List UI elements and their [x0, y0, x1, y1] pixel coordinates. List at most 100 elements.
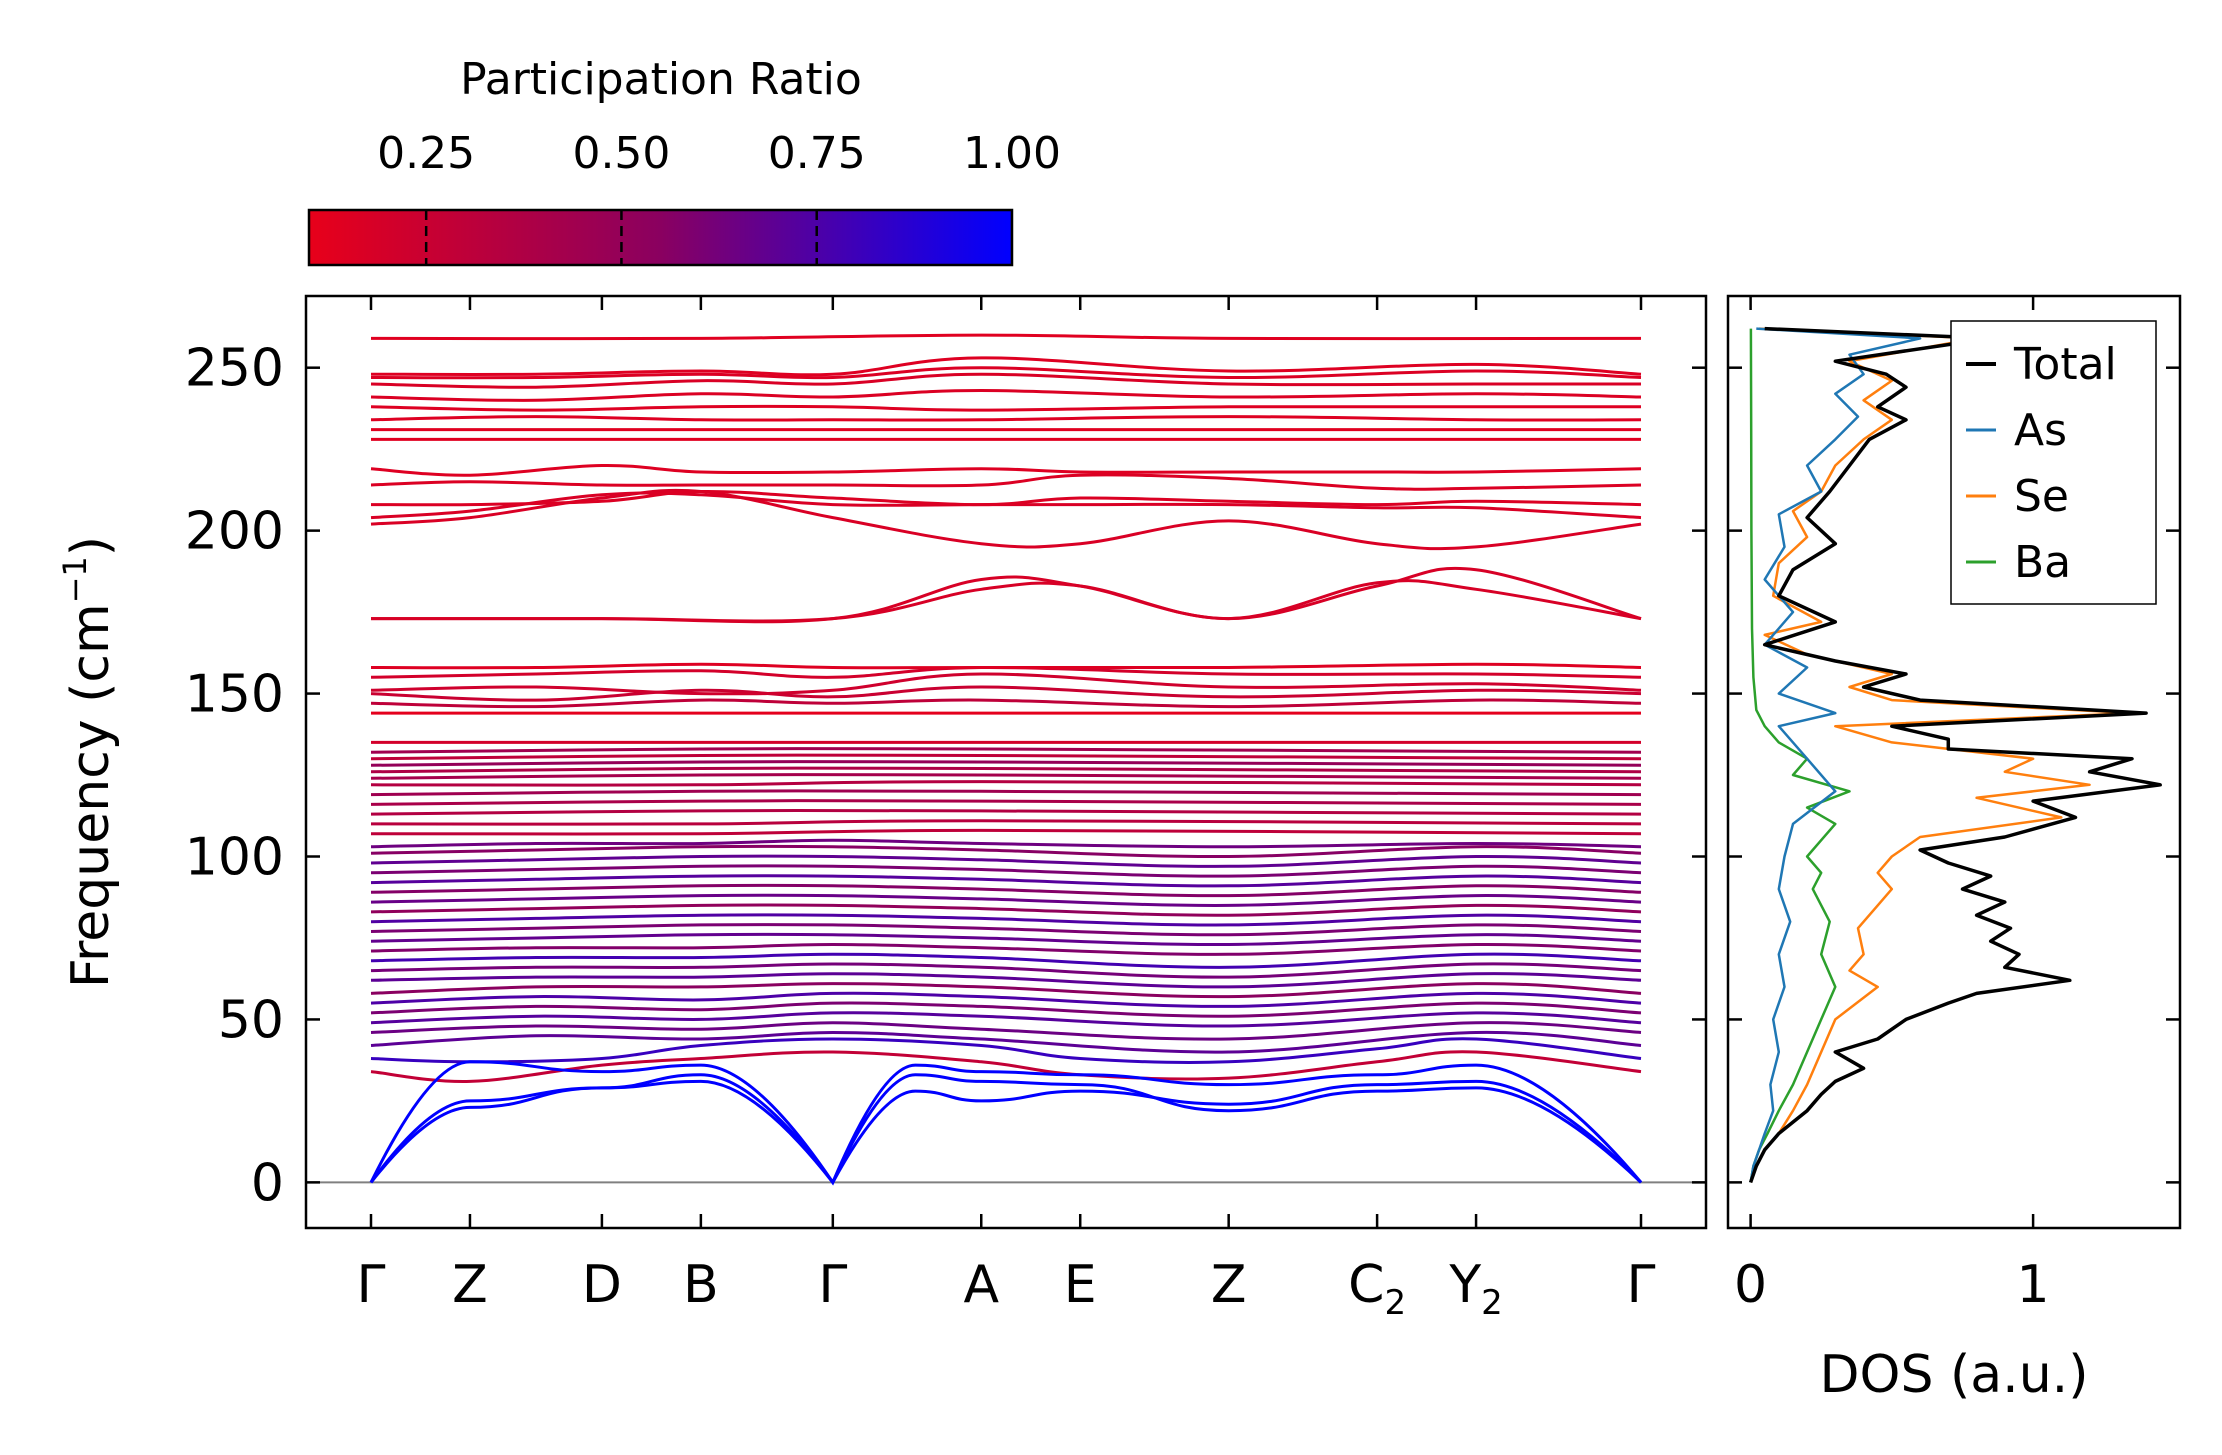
colorbar-tick-label: 0.25: [377, 128, 475, 179]
optical-branch-43: [371, 566, 1642, 624]
optical-branch-46: [370, 489, 1642, 507]
optical-branch-16: [370, 903, 1642, 917]
optical-branch-57: [370, 333, 1642, 341]
optical-branch-1: [370, 1050, 1642, 1083]
optical-branch-38: [370, 685, 1642, 702]
kpoint-label: Γ: [357, 1255, 386, 1315]
optical-branch-24: [370, 828, 1642, 836]
optical-branch-15: [370, 913, 1642, 927]
optical-branch-55: [370, 366, 1642, 380]
optical-branch-3: [370, 1030, 1642, 1054]
legend-label-as: As: [2014, 405, 2067, 456]
band-structure-panel: 0 50 100 150 200 250 Γ Z D B Γ A E Z C2 Y2 Γ Frequency …: [56, 294, 1708, 1323]
optical-branch-54: [370, 372, 1641, 389]
optical-branch-11: [370, 952, 1642, 969]
dos-axes-frame: [1726, 294, 2182, 1230]
optical-branch-33: [370, 753, 1642, 761]
acoustic-branch-2: [369, 1073, 1643, 1186]
optical-branch-4: [370, 1021, 1642, 1041]
legend-label-se: Se: [2014, 471, 2069, 522]
optical-branch-26: [370, 808, 1642, 816]
colorbar-tick-label: 1.00: [963, 128, 1061, 179]
dos-legend-frame: [1950, 320, 2157, 605]
band-y-tick-label: 200: [185, 502, 284, 562]
y-label-superscript: −1: [56, 556, 94, 603]
colorbar-ticks: [424, 210, 818, 265]
optical-branch-51: [370, 415, 1642, 422]
dos-series-total: [1748, 326, 2162, 1183]
optical-branch-13: [370, 932, 1642, 947]
colorbar-tick-label: 0.50: [572, 128, 670, 179]
optical-branch-30: [370, 773, 1642, 780]
legend-label-total: Total: [2013, 339, 2117, 390]
legend-label-ba: Ba: [2014, 537, 2071, 588]
optical-branch-5: [370, 1011, 1642, 1028]
colorbar-gradient: [307, 208, 1014, 267]
optical-branch-22: [370, 844, 1642, 859]
colorbar-tick-labels: 0.25 0.50 0.75 1.00: [377, 128, 1061, 179]
y-label-close: ): [61, 536, 121, 556]
optical-branch-6: [370, 1001, 1642, 1018]
optical-branch-8: [370, 982, 1642, 999]
optical-branch-37: [370, 698, 1642, 709]
dos-x-tick-label: 1: [2017, 1255, 2050, 1315]
dos-lines: [1748, 326, 2162, 1183]
band-y-tick-label: 250: [185, 339, 284, 399]
optical-branch-12: [370, 942, 1642, 956]
optical-branch-32: [370, 760, 1642, 767]
optical-branch-31: [370, 766, 1642, 774]
band-y-tick-label: 150: [185, 665, 284, 725]
band-x-axis: Γ Z D B Γ A E Z C2 Y2 Γ: [357, 296, 1656, 1323]
optical-branch-9: [370, 972, 1642, 989]
optical-branch-19: [370, 874, 1642, 888]
optical-branch-45: [370, 491, 1642, 520]
optical-branch-39: [370, 672, 1642, 696]
band-lines: [369, 333, 1643, 1186]
kpoint-label: D: [582, 1255, 622, 1315]
optical-branch-25: [370, 819, 1642, 826]
kpoint-label: Γ: [1627, 1255, 1656, 1315]
dos-legend-items: Total As Se Ba: [1966, 339, 2117, 588]
kpoint-label: C2: [1348, 1255, 1406, 1323]
dos-x-tick-label: 0: [1734, 1255, 1767, 1315]
optical-branch-56: [370, 356, 1642, 377]
kpoint-label: Z: [1211, 1255, 1247, 1315]
optical-branch-27: [370, 799, 1642, 806]
optical-branch-42: [371, 579, 1642, 623]
kpoint-label: Y2: [1448, 1255, 1502, 1323]
y-label-main: Frequency (cm: [61, 603, 121, 988]
dos-legend: Total As Se Ba: [1950, 320, 2157, 605]
band-axes-frame: [304, 294, 1708, 1230]
kpoint-label: E: [1064, 1255, 1097, 1315]
optical-branch-21: [370, 854, 1642, 868]
optical-branch-48: [370, 463, 1642, 477]
optical-branch-53: [370, 388, 1642, 402]
optical-branch-17: [370, 893, 1642, 907]
band-y-axis-label: Frequency (cm−1): [56, 536, 121, 988]
band-y-tick-label: 0: [251, 1153, 284, 1213]
optical-branch-10: [370, 962, 1642, 979]
colorbar-title: Participation Ratio: [460, 54, 862, 105]
colorbar-tick-label: 0.75: [768, 128, 866, 179]
kpoint-label: Z: [452, 1255, 488, 1315]
optical-branch-7: [370, 991, 1642, 1008]
dos-series-ba: [1749, 328, 1851, 1183]
acoustic-branch-3: [369, 1060, 1643, 1186]
optical-branch-2: [370, 1037, 1642, 1064]
band-y-tick-label: 100: [185, 828, 284, 888]
kpoint-label: B: [683, 1255, 719, 1315]
optical-branch-41: [370, 662, 1642, 670]
optical-branch-52: [370, 404, 1641, 412]
kpoint-label: Γ: [818, 1255, 847, 1315]
optical-branch-28: [370, 789, 1642, 797]
dos-series-as: [1749, 327, 1922, 1183]
band-y-tick-label: 50: [218, 990, 284, 1050]
kpoint-label: A: [963, 1255, 999, 1315]
colorbar: Participation Ratio 0.25 0.50 0.75 1.00: [307, 54, 1061, 267]
dos-x-axis-label: DOS (a.u.): [1820, 1345, 2089, 1405]
optical-branch-18: [370, 883, 1642, 898]
optical-branch-23: [370, 838, 1642, 849]
